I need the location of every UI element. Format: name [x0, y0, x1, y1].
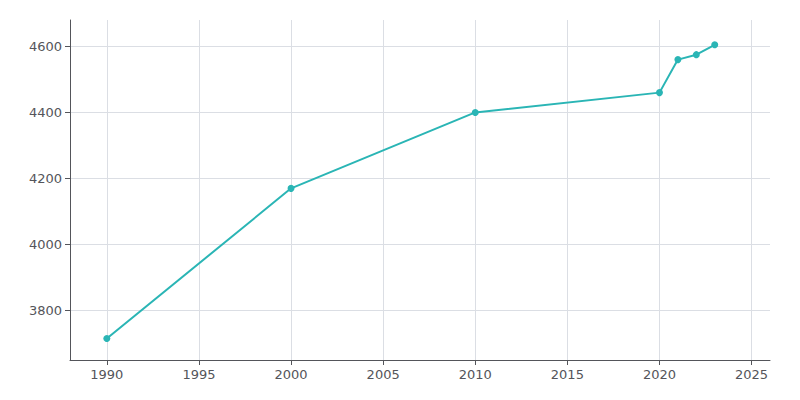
- svg-text:2020: 2020: [643, 367, 676, 382]
- svg-text:4200: 4200: [29, 171, 62, 186]
- svg-text:1990: 1990: [90, 367, 123, 382]
- svg-text:2000: 2000: [275, 367, 308, 382]
- svg-text:1995: 1995: [182, 367, 215, 382]
- svg-text:2005: 2005: [367, 367, 400, 382]
- svg-text:2010: 2010: [459, 367, 492, 382]
- svg-text:4600: 4600: [29, 39, 62, 54]
- svg-text:3800: 3800: [29, 303, 62, 318]
- svg-text:4400: 4400: [29, 105, 62, 120]
- svg-text:2025: 2025: [735, 367, 768, 382]
- svg-text:2015: 2015: [551, 367, 584, 382]
- svg-text:4000: 4000: [29, 237, 62, 252]
